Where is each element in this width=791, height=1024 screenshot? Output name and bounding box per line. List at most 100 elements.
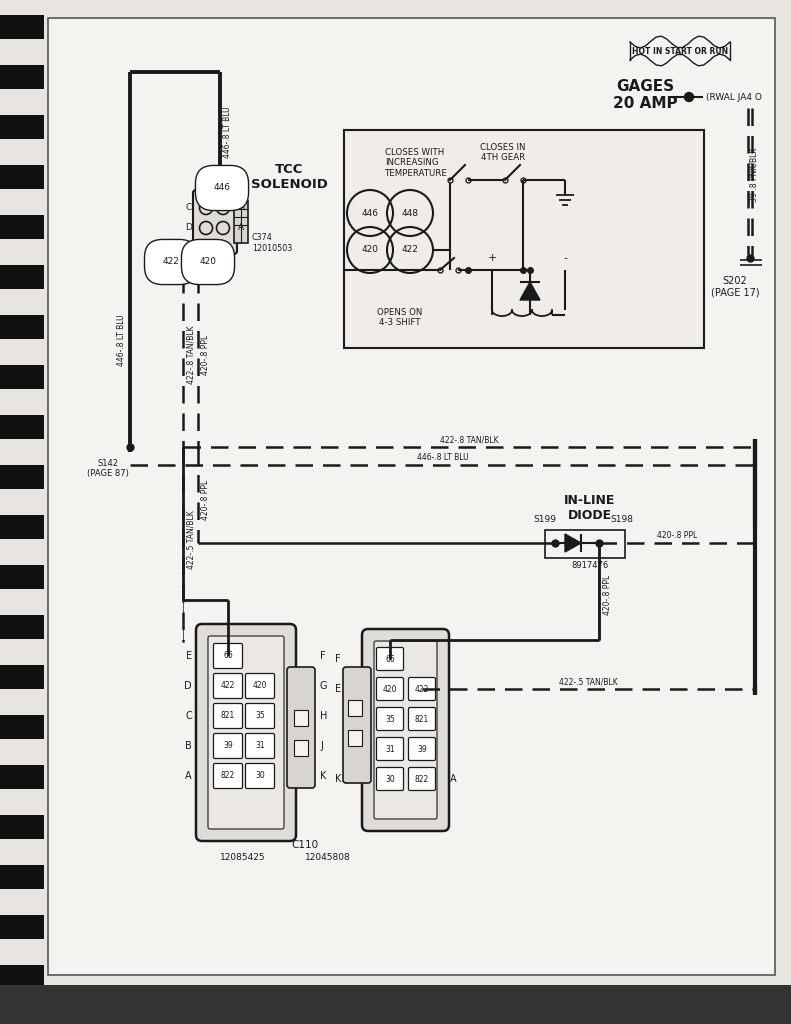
Text: 422: 422 xyxy=(221,682,235,690)
Bar xyxy=(0,415,44,439)
Text: G: G xyxy=(320,681,327,691)
Text: 420-.8 PPL: 420-.8 PPL xyxy=(604,574,612,615)
Text: 66: 66 xyxy=(223,651,233,660)
FancyBboxPatch shape xyxy=(214,674,243,698)
FancyBboxPatch shape xyxy=(245,733,274,759)
Text: C110: C110 xyxy=(291,840,319,850)
Text: 39: 39 xyxy=(223,741,233,751)
Text: D: D xyxy=(186,223,192,232)
Bar xyxy=(0,615,44,639)
Bar xyxy=(0,165,44,189)
FancyBboxPatch shape xyxy=(408,678,436,700)
FancyBboxPatch shape xyxy=(193,190,237,254)
Text: 66: 66 xyxy=(385,654,395,664)
Bar xyxy=(294,710,308,726)
Circle shape xyxy=(684,92,694,101)
Text: A: A xyxy=(185,771,192,781)
Bar xyxy=(545,530,625,558)
Text: 422-.5 TAN/BLK: 422-.5 TAN/BLK xyxy=(187,511,195,569)
Text: CLOSES WITH
INCREASING
TEMPERATURE: CLOSES WITH INCREASING TEMPERATURE xyxy=(385,148,448,178)
Text: S202
(PAGE 17): S202 (PAGE 17) xyxy=(710,276,759,298)
Text: F: F xyxy=(335,654,341,664)
FancyBboxPatch shape xyxy=(408,768,436,791)
FancyBboxPatch shape xyxy=(245,764,274,788)
Text: H: H xyxy=(320,711,327,721)
Text: IN-LINE
DIODE: IN-LINE DIODE xyxy=(564,494,615,522)
Text: K: K xyxy=(335,774,341,784)
Bar xyxy=(0,915,44,939)
FancyBboxPatch shape xyxy=(245,703,274,728)
Text: 420: 420 xyxy=(199,257,217,266)
Text: 30: 30 xyxy=(255,771,265,780)
Text: 8917476: 8917476 xyxy=(571,560,608,569)
Text: 822: 822 xyxy=(221,771,235,780)
Text: 39: 39 xyxy=(417,744,427,754)
Text: 422-.8 TAN/BLK: 422-.8 TAN/BLK xyxy=(440,435,498,444)
Text: 420: 420 xyxy=(361,246,379,255)
Text: S198: S198 xyxy=(611,515,634,524)
Text: 420: 420 xyxy=(253,682,267,690)
Text: 422: 422 xyxy=(414,684,430,693)
FancyBboxPatch shape xyxy=(374,641,437,819)
Text: 420-.8 PPL: 420-.8 PPL xyxy=(202,480,210,520)
Text: E: E xyxy=(335,684,341,694)
Bar xyxy=(234,201,248,243)
FancyBboxPatch shape xyxy=(408,708,436,730)
FancyBboxPatch shape xyxy=(408,737,436,761)
Text: 446-.8 LT BLU: 446-.8 LT BLU xyxy=(417,454,468,463)
Bar xyxy=(294,740,308,756)
Bar xyxy=(0,265,44,289)
FancyBboxPatch shape xyxy=(208,636,284,829)
Bar xyxy=(0,65,44,89)
Text: CLOSES IN
4TH GEAR: CLOSES IN 4TH GEAR xyxy=(480,143,526,163)
Bar xyxy=(0,715,44,739)
Text: 822: 822 xyxy=(414,774,430,783)
FancyBboxPatch shape xyxy=(214,764,243,788)
Text: A: A xyxy=(238,223,244,232)
Polygon shape xyxy=(520,282,540,300)
Bar xyxy=(0,985,791,1024)
Text: B: B xyxy=(185,741,192,751)
Text: 420-.8 PPL: 420-.8 PPL xyxy=(202,335,210,375)
FancyBboxPatch shape xyxy=(214,733,243,759)
Bar xyxy=(344,130,704,348)
Text: HOT IN START OR RUN: HOT IN START OR RUN xyxy=(632,46,728,55)
Bar xyxy=(0,215,44,239)
Text: 422-.5 TAN/BLK: 422-.5 TAN/BLK xyxy=(559,678,618,686)
Text: 12045808: 12045808 xyxy=(305,853,351,862)
Bar xyxy=(0,465,44,489)
FancyBboxPatch shape xyxy=(362,629,449,831)
Text: 422: 422 xyxy=(402,246,418,255)
Text: C374
12010503: C374 12010503 xyxy=(252,233,292,253)
Text: 31: 31 xyxy=(385,744,395,754)
Text: 422-.8 TAN/BLK: 422-.8 TAN/BLK xyxy=(187,326,195,384)
Bar xyxy=(0,965,44,989)
Polygon shape xyxy=(565,534,581,552)
Text: +: + xyxy=(487,253,497,263)
Text: 422: 422 xyxy=(163,257,180,266)
Bar xyxy=(0,365,44,389)
Text: 30: 30 xyxy=(385,774,395,783)
Text: 446: 446 xyxy=(361,209,379,217)
Bar xyxy=(0,765,44,790)
Text: -: - xyxy=(563,253,567,263)
Text: 31: 31 xyxy=(255,741,265,751)
FancyBboxPatch shape xyxy=(377,708,403,730)
Text: 35: 35 xyxy=(255,712,265,721)
Bar xyxy=(0,115,44,139)
FancyBboxPatch shape xyxy=(245,674,274,698)
Bar xyxy=(0,815,44,839)
Text: 420: 420 xyxy=(383,684,397,693)
FancyBboxPatch shape xyxy=(343,667,371,783)
Text: 35: 35 xyxy=(385,715,395,724)
Text: GAGES
20 AMP: GAGES 20 AMP xyxy=(613,79,677,112)
Text: K: K xyxy=(320,771,327,781)
Text: TCC
SOLENOID: TCC SOLENOID xyxy=(251,163,327,191)
FancyBboxPatch shape xyxy=(377,768,403,791)
FancyBboxPatch shape xyxy=(287,667,315,788)
FancyBboxPatch shape xyxy=(196,624,296,841)
Text: D: D xyxy=(184,681,192,691)
Text: C: C xyxy=(186,204,192,213)
Text: 446-.8 LT BLU: 446-.8 LT BLU xyxy=(116,314,126,366)
Bar xyxy=(348,730,362,746)
